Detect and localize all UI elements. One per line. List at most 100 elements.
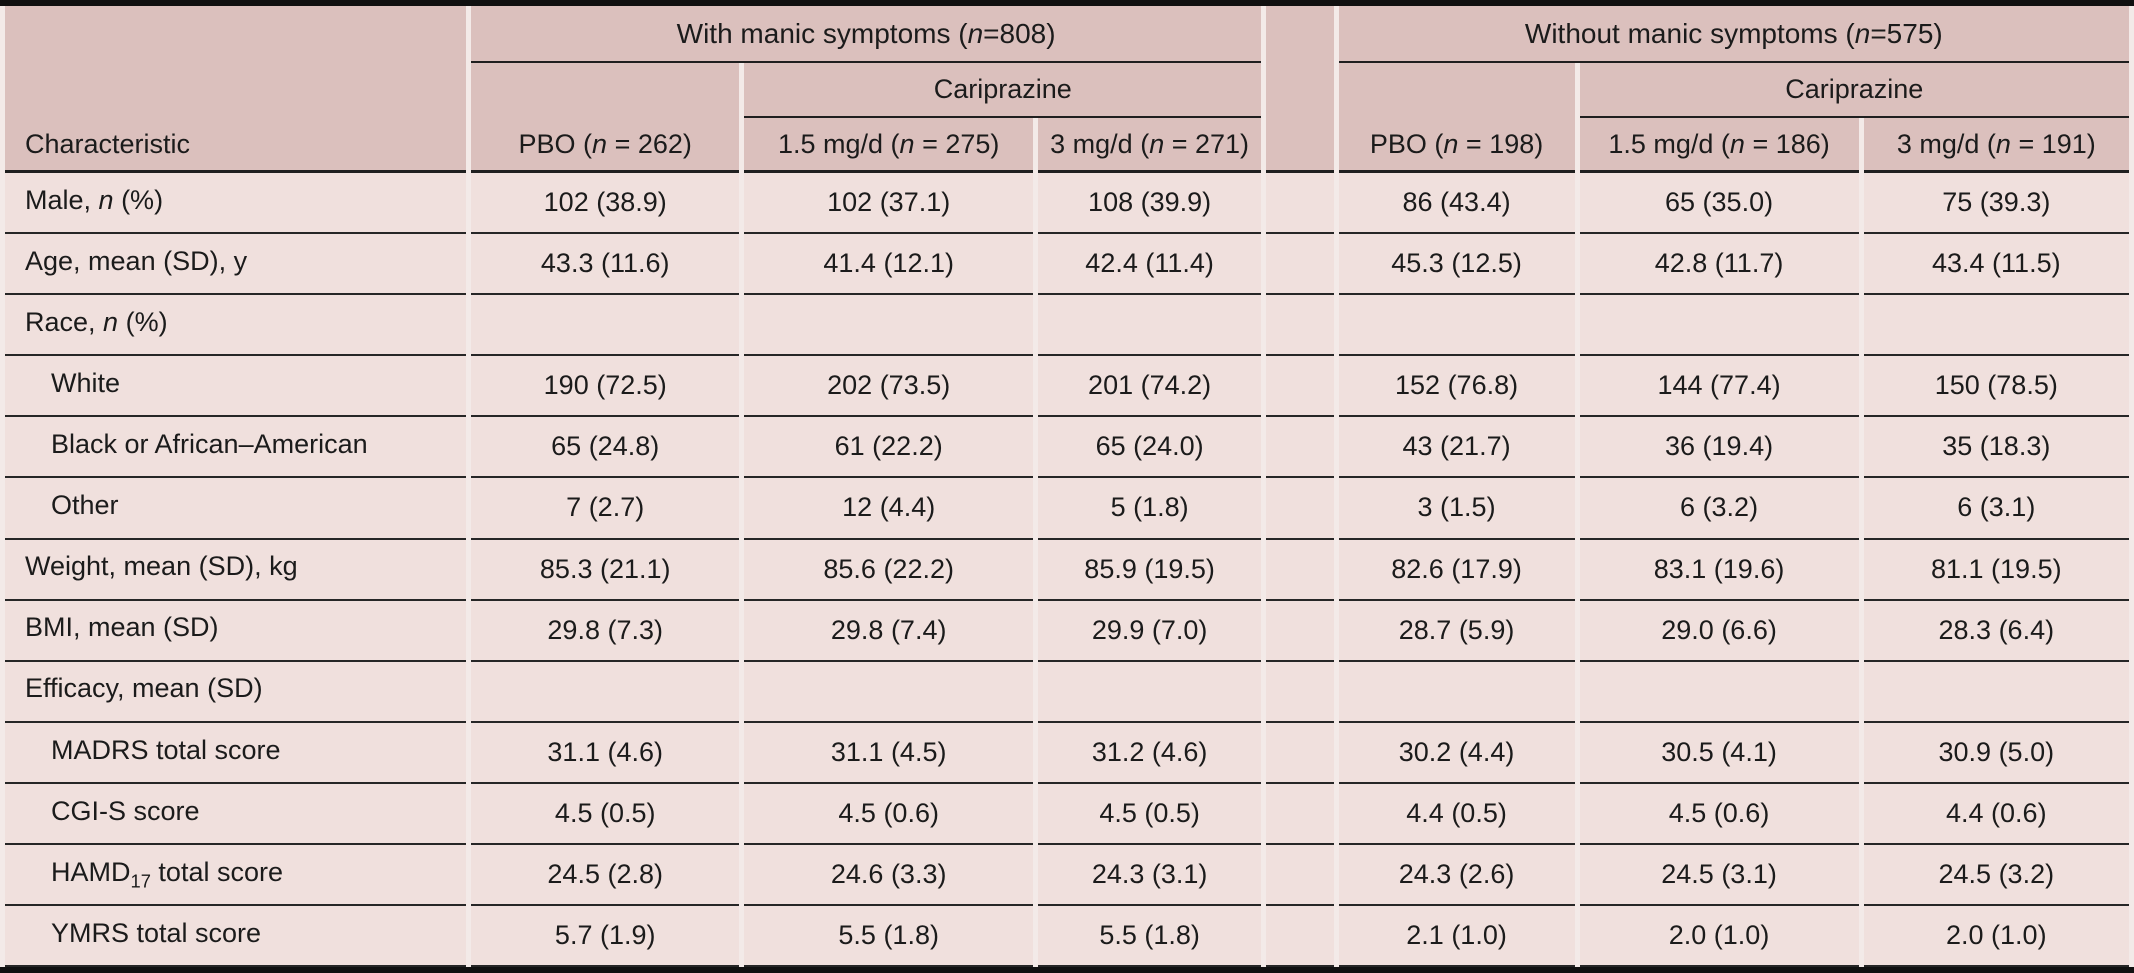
row-label-text: Weight, mean (SD), kg: [25, 551, 298, 582]
table-row-madrs: MADRS total score 31.1 (4.6) 31.1 (4.5) …: [5, 722, 2129, 784]
row-label-text: BMI, mean (SD): [25, 612, 219, 643]
row-label: Efficacy, mean (SD): [5, 661, 467, 723]
col-header-text: = 186): [1744, 128, 1830, 159]
n-italic: n: [1854, 17, 1871, 49]
value-cell: 5 (1.8): [1038, 478, 1262, 540]
value-cell: [471, 661, 740, 723]
group-gutter-cell: [1266, 356, 1334, 418]
value-cell: 5.7 (1.9): [471, 905, 740, 967]
value-cell: 65 (24.0): [1038, 417, 1262, 479]
row-label: Age, mean (SD), y: [5, 234, 467, 296]
value-cell: 61 (22.2): [744, 417, 1034, 479]
value-cell: [1338, 295, 1575, 357]
group-header-text: =575): [1870, 17, 1943, 49]
subgroup-header-row: Cariprazine Cariprazine: [5, 63, 2129, 119]
column-header-row: Characteristic PBO (n = 262) 1.5 mg/d (n…: [5, 118, 2129, 174]
row-label: BMI, mean (SD): [5, 600, 467, 662]
value-cell: 6 (3.1): [1863, 478, 2129, 540]
value-cell: 24.3 (2.6): [1338, 844, 1575, 906]
value-cell: [1579, 661, 1859, 723]
value-cell: 82.6 (17.9): [1338, 539, 1575, 601]
row-label-text: total score: [150, 856, 283, 887]
value-cell: 5.5 (1.8): [1038, 905, 1262, 967]
table-row-other-race: Other 7 (2.7) 12 (4.4) 5 (1.8) 3 (1.5) 6…: [5, 478, 2129, 540]
group-gutter-cell: [1266, 661, 1334, 723]
empty-cell: [1338, 63, 1575, 119]
value-cell: 85.6 (22.2): [744, 539, 1034, 601]
value-cell: 6 (3.2): [1579, 478, 1859, 540]
value-cell: 190 (72.5): [471, 356, 740, 418]
table-row-black-or-african-american: Black or African–American 65 (24.8) 61 (…: [5, 417, 2129, 479]
row-label: Male, n (%): [5, 173, 467, 235]
group-gutter-cell: [1266, 234, 1334, 296]
column-header-pbo-nonmanic: PBO (n = 198): [1338, 118, 1575, 174]
value-cell: 4.5 (0.6): [744, 783, 1034, 845]
value-cell: 31.1 (4.5): [744, 722, 1034, 784]
column-header-pbo-manic: PBO (n = 262): [471, 118, 740, 174]
row-label-text: White: [51, 368, 121, 399]
empty-cell: [471, 63, 740, 119]
group-gutter-cell: [1266, 63, 1334, 119]
value-cell: 150 (78.5): [1863, 356, 2129, 418]
value-cell: 36 (19.4): [1579, 417, 1859, 479]
row-label: Race, n (%): [5, 295, 467, 357]
value-cell: [1863, 295, 2129, 357]
col-header-text: PBO (: [1369, 128, 1444, 159]
value-cell: 31.1 (4.6): [471, 722, 740, 784]
value-cell: 144 (77.4): [1579, 356, 1859, 418]
value-cell: 45.3 (12.5): [1338, 234, 1575, 296]
table-row-bmi: BMI, mean (SD) 29.8 (7.3) 29.8 (7.4) 29.…: [5, 600, 2129, 662]
value-cell: 30.9 (5.0): [1863, 722, 2129, 784]
value-cell: 85.3 (21.1): [471, 539, 740, 601]
value-cell: 2.0 (1.0): [1579, 905, 1859, 967]
value-cell: 108 (39.9): [1038, 173, 1262, 235]
group-header-without-manic: Without manic symptoms (n=575): [1338, 6, 2129, 64]
row-label: MADRS total score: [5, 722, 467, 784]
value-cell: 4.5 (0.5): [471, 783, 740, 845]
group-header-text: With manic symptoms (: [676, 17, 968, 49]
value-cell: 83.1 (19.6): [1579, 539, 1859, 601]
row-label-text: CGI-S score: [51, 795, 200, 826]
group-header-with-manic: With manic symptoms (n=808): [471, 6, 1262, 64]
table-row-weight: Weight, mean (SD), kg 85.3 (21.1) 85.6 (…: [5, 539, 2129, 601]
row-label: HAMD17 total score: [5, 844, 467, 906]
n-italic: n: [1149, 128, 1165, 159]
group-header-row: With manic symptoms (n=808) Without mani…: [5, 6, 2129, 64]
value-cell: 86 (43.4): [1338, 173, 1575, 235]
row-label: YMRS total score: [5, 905, 467, 967]
value-cell: 43 (21.7): [1338, 417, 1575, 479]
n-italic: n: [98, 184, 114, 215]
value-cell: 35 (18.3): [1863, 417, 2129, 479]
col-header-text: = 275): [914, 128, 1000, 159]
col-header-text: = 191): [2010, 128, 2096, 159]
table-row-cgi-s: CGI-S score 4.5 (0.5) 4.5 (0.6) 4.5 (0.5…: [5, 783, 2129, 845]
value-cell: 7 (2.7): [471, 478, 740, 540]
value-cell: 28.7 (5.9): [1338, 600, 1575, 662]
group-gutter-cell: [1266, 722, 1334, 784]
value-cell: 4.4 (0.6): [1863, 783, 2129, 845]
group-gutter-cell: [1266, 173, 1334, 235]
value-cell: 5.5 (1.8): [744, 905, 1034, 967]
row-label-text: Other: [51, 490, 119, 521]
value-cell: 42.4 (11.4): [1038, 234, 1262, 296]
value-cell: 29.8 (7.4): [744, 600, 1034, 662]
n-italic: n: [592, 128, 608, 159]
group-header-text: Without manic symptoms (: [1524, 17, 1855, 49]
value-cell: 201 (74.2): [1038, 356, 1262, 418]
value-cell: 31.2 (4.6): [1038, 722, 1262, 784]
value-cell: [744, 295, 1034, 357]
group-gutter-cell: [1266, 478, 1334, 540]
row-label: Other: [5, 478, 467, 540]
value-cell: 30.2 (4.4): [1338, 722, 1575, 784]
value-cell: 102 (38.9): [471, 173, 740, 235]
value-cell: 3 (1.5): [1338, 478, 1575, 540]
col-header-text: = 198): [1458, 128, 1544, 159]
value-cell: 29.9 (7.0): [1038, 600, 1262, 662]
row-label: Weight, mean (SD), kg: [5, 539, 467, 601]
column-header-3mg-nonmanic: 3 mg/d (n = 191): [1863, 118, 2129, 174]
row-label: White: [5, 356, 467, 418]
row-label-text: Black or African–American: [51, 429, 368, 460]
row-label-text: Male,: [25, 184, 99, 215]
table-row-white: White 190 (72.5) 202 (73.5) 201 (74.2) 1…: [5, 356, 2129, 418]
